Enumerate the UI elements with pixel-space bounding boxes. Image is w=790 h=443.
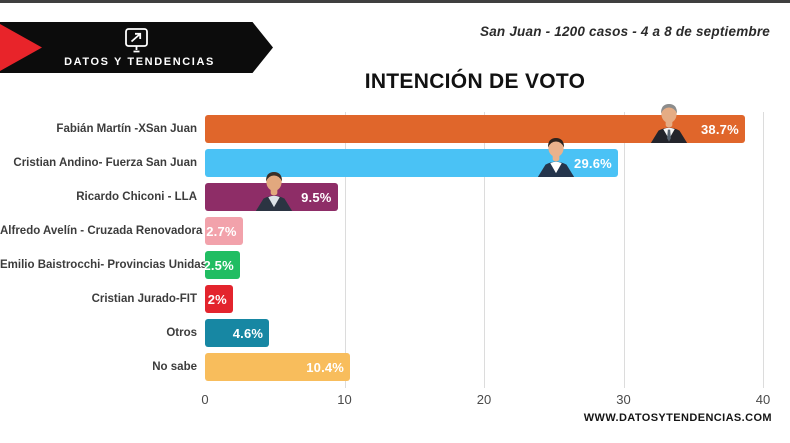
value-label: 29.6% xyxy=(574,155,612,171)
value-label: 2% xyxy=(207,291,227,307)
bar-1: 29.6% xyxy=(205,138,618,177)
bar-6: 4.6% xyxy=(205,319,270,347)
category-label: No sabe xyxy=(152,361,197,373)
bar-3: 2.7% xyxy=(205,217,243,245)
candidate-photo xyxy=(647,101,691,143)
x-axis: 0 10 20 30 40 xyxy=(201,388,770,410)
x-tick-30: 30 xyxy=(616,392,631,407)
value-label: 2.7% xyxy=(206,223,237,239)
gridline-20 xyxy=(484,112,485,388)
datos-y-tendencias-logo: DATOS Y TENDENCIAS xyxy=(0,22,273,73)
category-label: Fabián Martín -XSan Juan xyxy=(56,123,197,135)
logo-label: DATOS Y TENDENCIAS xyxy=(64,56,215,68)
chart-row: No sabe 10.4% xyxy=(0,350,790,384)
bar-track: 29.6% xyxy=(205,138,763,177)
gridline-30 xyxy=(623,112,625,388)
bar-track: 9.5% xyxy=(205,172,763,211)
value-label: 2.5% xyxy=(203,257,234,273)
category-label: Alfredo Avelín - Cruzada Renovadora xyxy=(0,225,203,237)
chart-row: Cristian Andino- Fuerza San Juan 29.6% xyxy=(0,138,790,180)
value-label: 38.7% xyxy=(700,121,739,137)
bar-4: 2.5% xyxy=(203,251,240,279)
gridlines xyxy=(205,112,764,388)
bar-track: 2.5% xyxy=(203,251,763,279)
value-label: 9.5% xyxy=(301,189,332,205)
category-label: Otros xyxy=(166,327,197,339)
gridline-10 xyxy=(344,112,346,388)
chart-row: Emilio Baistrocchi- Provincias Unidas 2.5… xyxy=(0,248,790,282)
chart-row: Ricardo Chiconi - LLA 9.5% xyxy=(0,172,790,214)
bar-2: 9.5% xyxy=(205,172,338,211)
bar-track: 10.4% xyxy=(205,353,763,381)
x-tick-40: 40 xyxy=(755,392,771,407)
bar-track: 38.7% xyxy=(205,104,763,143)
intencion-de-voto-chart: Fabián Martín -XSan Juan 38.7% Cristian An… xyxy=(0,104,790,407)
bar-5: 2% xyxy=(205,285,233,313)
chart-row: Cristian Jurado-FIT 2% xyxy=(0,282,790,316)
gridline-40 xyxy=(763,112,764,388)
bar-7: 10.4% xyxy=(205,353,351,381)
survey-note: San Juan - 1200 casos - 4 a 8 de septiem… xyxy=(480,24,770,39)
bar-track: 4.6% xyxy=(205,319,763,347)
website-url: WWW.DATOSYTENDENCIAS.COM xyxy=(583,412,772,424)
x-tick-10: 10 xyxy=(337,392,352,407)
chart-row: Fabián Martín -XSan Juan 38.7% xyxy=(0,104,790,146)
chart-row: Alfredo Avelín - Cruzada Renovadora 2.7% xyxy=(0,214,790,248)
category-label: Emilio Baistrocchi- Provincias Unidas xyxy=(0,259,208,271)
bar-track: 2.7% xyxy=(205,217,763,245)
chart-row: Otros 4.6% xyxy=(0,316,790,350)
top-divider xyxy=(0,0,790,3)
bar-0: 38.7% xyxy=(205,104,745,143)
presentation-chart-up-icon xyxy=(125,28,148,53)
chart-title: INTENCIÓN DE VOTO xyxy=(364,70,586,93)
chart-rows: Fabián Martín -XSan Juan 38.7% Cristian An… xyxy=(0,104,790,384)
category-label: Cristian Andino- Fuerza San Juan xyxy=(13,157,197,169)
bar-track: 2% xyxy=(205,285,763,313)
category-label: Cristian Jurado-FIT xyxy=(91,293,197,305)
value-label: 10.4% xyxy=(306,359,345,375)
x-tick-0: 0 xyxy=(201,392,209,407)
category-label: Ricardo Chiconi - LLA xyxy=(76,191,197,203)
value-label: 4.6% xyxy=(232,325,264,341)
x-tick-20: 20 xyxy=(476,392,492,407)
